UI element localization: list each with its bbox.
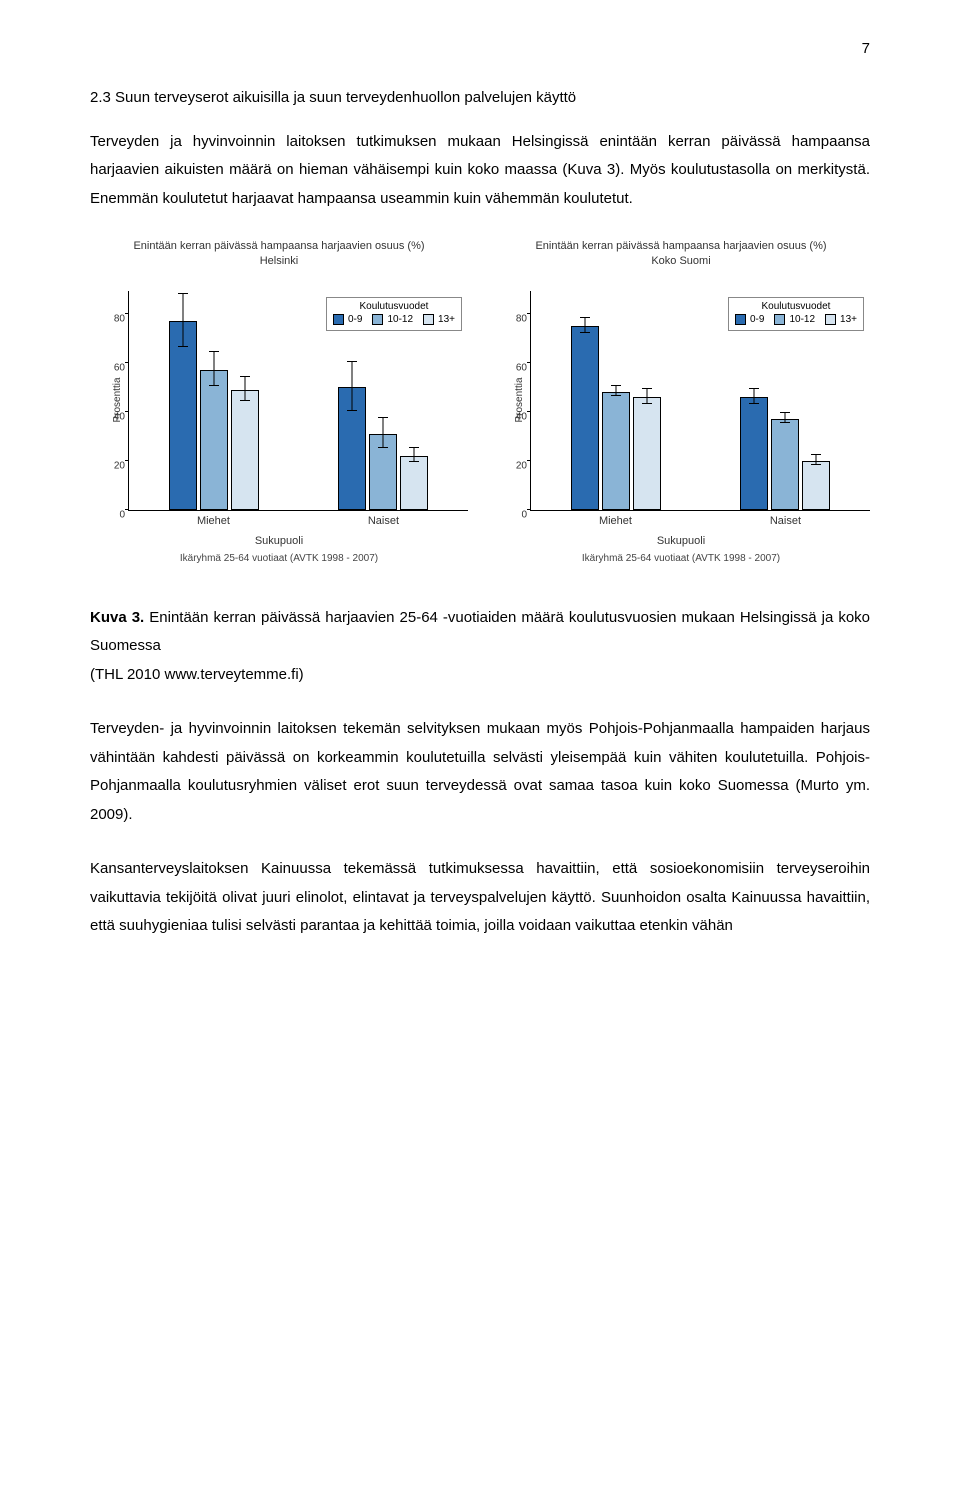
y-tick: 40 (516, 411, 527, 422)
chart-title: Enintään kerran päivässä hampaansa harja… (90, 239, 468, 269)
error-cap (409, 447, 419, 448)
x-category-label: Naiset (368, 515, 399, 527)
y-tick: 20 (516, 460, 527, 471)
bars-region (531, 291, 870, 510)
bar (169, 321, 197, 509)
chart-helsinki: Enintään kerran päivässä hampaansa harja… (90, 239, 468, 564)
error-cap (580, 332, 590, 333)
error-cap (409, 461, 419, 462)
error-cap (780, 422, 790, 423)
caption-source: (THL 2010 www.terveytemme.fi) (90, 666, 304, 683)
paragraph-3: Kansanterveyslaitoksen Kainuussa tekemäs… (90, 855, 870, 941)
bar (571, 326, 599, 509)
error-bar (352, 362, 353, 411)
bar (400, 456, 428, 510)
bars-region (129, 291, 468, 510)
error-bar (244, 377, 245, 401)
y-tick: 0 (521, 509, 527, 520)
chart-title: Enintään kerran päivässä hampaansa harja… (492, 239, 870, 269)
error-bar (754, 389, 755, 404)
error-cap (209, 351, 219, 352)
error-cap (642, 403, 652, 404)
y-tick: 60 (516, 363, 527, 374)
bar (200, 370, 228, 509)
error-cap (378, 417, 388, 418)
x-category-label: Miehet (197, 515, 230, 527)
bar (369, 434, 397, 510)
chart-footnote: Ikäryhmä 25-64 vuotiaat (AVTK 1998 - 200… (492, 553, 870, 564)
error-cap (780, 412, 790, 413)
y-tick: 0 (119, 509, 125, 520)
error-cap (642, 388, 652, 389)
error-cap (347, 410, 357, 411)
x-axis-title: Sukupuoli (492, 535, 870, 547)
error-cap (580, 317, 590, 318)
error-cap (240, 376, 250, 377)
error-bar (213, 352, 214, 386)
error-cap (749, 388, 759, 389)
error-cap (611, 395, 621, 396)
y-tick: 80 (114, 314, 125, 325)
x-category-labels: Miehet Naiset (128, 515, 468, 527)
error-cap (378, 447, 388, 448)
x-category-label: Miehet (599, 515, 632, 527)
y-tick: 40 (114, 411, 125, 422)
y-tick: 60 (114, 363, 125, 374)
error-cap (178, 346, 188, 347)
error-bar (646, 389, 647, 404)
caption-text: Enintään kerran päivässä harjaavien 25-6… (90, 609, 870, 655)
error-cap (611, 385, 621, 386)
error-cap (811, 464, 821, 465)
error-cap (178, 293, 188, 294)
error-cap (811, 454, 821, 455)
plot-area: Prosenttia020406080Koulutusvuodet0-910-1… (128, 291, 468, 511)
caption-label: Kuva 3. (90, 609, 144, 626)
error-cap (209, 385, 219, 386)
error-cap (347, 361, 357, 362)
bar (740, 397, 768, 509)
page-number: 7 (90, 40, 870, 57)
error-bar (383, 418, 384, 447)
y-tick: 80 (516, 314, 527, 325)
error-cap (749, 403, 759, 404)
chart-koko-suomi: Enintään kerran päivässä hampaansa harja… (492, 239, 870, 564)
y-ticks: 020406080 (503, 291, 527, 510)
bar (602, 392, 630, 509)
section-heading: 2.3 Suun terveyserot aikuisilla ja suun … (90, 87, 870, 110)
paragraph-1: Terveyden ja hyvinvoinnin laitoksen tutk… (90, 128, 870, 214)
charts-row: Enintään kerran päivässä hampaansa harja… (90, 239, 870, 564)
chart-footnote: Ikäryhmä 25-64 vuotiaat (AVTK 1998 - 200… (90, 553, 468, 564)
error-bar (584, 318, 585, 333)
paragraph-2: Terveyden- ja hyvinvoinnin laitoksen tek… (90, 715, 870, 829)
bar (231, 390, 259, 510)
x-category-labels: Miehet Naiset (530, 515, 870, 527)
error-cap (240, 400, 250, 401)
bar (633, 397, 661, 509)
plot-area: Prosenttia020406080Koulutusvuodet0-910-1… (530, 291, 870, 511)
x-category-label: Naiset (770, 515, 801, 527)
y-tick: 20 (114, 460, 125, 471)
y-ticks: 020406080 (101, 291, 125, 510)
x-axis-title: Sukupuoli (90, 535, 468, 547)
bar (338, 387, 366, 509)
bar (802, 461, 830, 510)
error-bar (414, 448, 415, 463)
error-bar (182, 294, 183, 348)
bar (771, 419, 799, 509)
figure-caption: Kuva 3. Enintään kerran päivässä harjaav… (90, 604, 870, 690)
